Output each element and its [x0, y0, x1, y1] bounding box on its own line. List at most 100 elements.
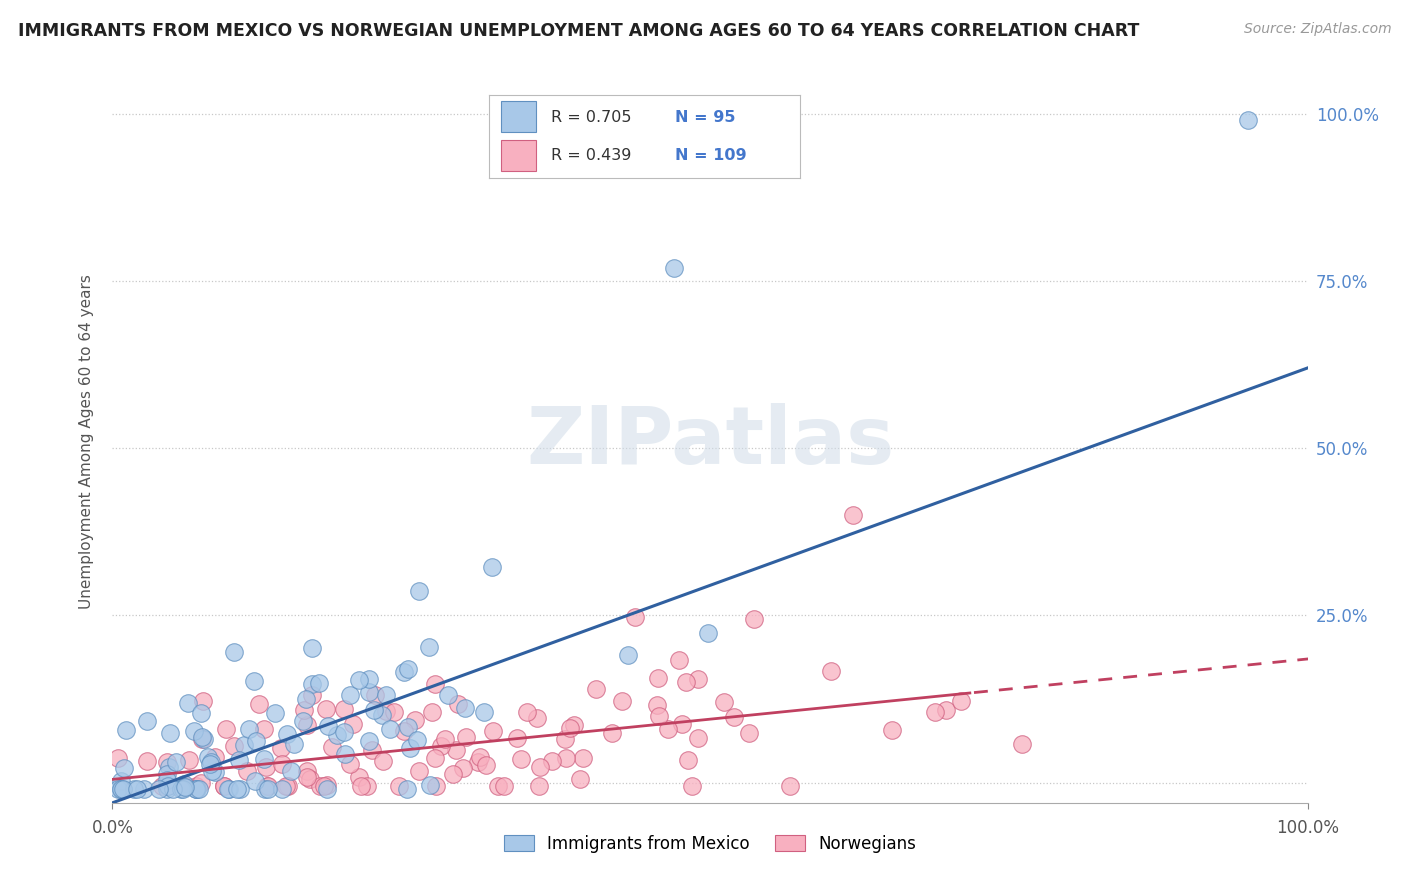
Point	[339, 757, 361, 772]
Point	[451, 761, 474, 775]
Point	[572, 751, 595, 765]
Point	[301, 677, 323, 691]
Point	[742, 612, 765, 626]
Point	[314, 779, 336, 793]
Point	[935, 703, 957, 717]
Point	[333, 724, 356, 739]
Point	[276, 779, 298, 793]
Point	[247, 697, 270, 711]
Point	[276, 727, 298, 741]
Point	[132, 782, 155, 797]
Point	[406, 732, 429, 747]
Point	[197, 750, 219, 764]
Point	[156, 782, 179, 797]
Point	[554, 732, 576, 747]
Point	[333, 701, 356, 715]
Point	[645, 698, 668, 713]
Point	[558, 721, 581, 735]
Point	[165, 755, 187, 769]
Point	[298, 772, 321, 786]
Point	[200, 756, 222, 771]
Point	[200, 755, 222, 769]
Point	[186, 782, 208, 797]
Point	[541, 754, 564, 768]
Point	[291, 714, 314, 728]
Point	[229, 782, 252, 797]
Point	[236, 764, 259, 779]
Point	[254, 760, 277, 774]
Point	[335, 747, 357, 761]
Point	[657, 722, 679, 736]
Point	[253, 782, 276, 797]
Text: IMMIGRANTS FROM MEXICO VS NORWEGIAN UNEMPLOYMENT AMONG AGES 60 TO 64 YEARS CORRE: IMMIGRANTS FROM MEXICO VS NORWEGIAN UNEM…	[18, 22, 1140, 40]
Point	[215, 722, 238, 736]
Point	[253, 752, 276, 766]
Point	[177, 753, 200, 767]
Point	[713, 695, 735, 709]
Point	[270, 757, 292, 772]
Point	[112, 782, 135, 797]
Point	[232, 738, 254, 752]
Point	[419, 778, 441, 792]
Point	[107, 751, 129, 765]
Point	[187, 782, 209, 797]
Point	[295, 691, 318, 706]
Point	[257, 782, 280, 797]
Point	[676, 753, 699, 767]
Point	[647, 671, 669, 685]
Point	[238, 723, 260, 737]
Point	[610, 694, 633, 708]
Point	[554, 751, 576, 765]
Point	[184, 782, 207, 797]
Point	[388, 779, 411, 793]
Point	[212, 779, 235, 793]
Point	[301, 640, 323, 655]
Point	[422, 705, 444, 719]
Point	[214, 779, 236, 793]
Point	[257, 779, 280, 793]
Point	[308, 675, 330, 690]
Point	[516, 705, 538, 719]
Point	[600, 726, 623, 740]
Legend: Immigrants from Mexico, Norwegians: Immigrants from Mexico, Norwegians	[498, 828, 922, 860]
Point	[157, 760, 180, 774]
Point	[218, 782, 240, 797]
Point	[156, 779, 179, 793]
Point	[347, 770, 370, 784]
Point	[696, 626, 718, 640]
Point	[156, 755, 179, 769]
Point	[562, 718, 585, 732]
Point	[295, 718, 318, 732]
Point	[350, 779, 373, 793]
Point	[623, 610, 645, 624]
Point	[125, 782, 148, 797]
Point	[648, 709, 671, 723]
Point	[404, 713, 426, 727]
Point	[245, 774, 267, 789]
Point	[506, 731, 529, 745]
Point	[316, 719, 339, 733]
Point	[243, 673, 266, 688]
Point	[375, 704, 398, 718]
Point	[820, 664, 842, 678]
Point	[423, 677, 446, 691]
Text: ZIPatlas: ZIPatlas	[526, 402, 894, 481]
Point	[349, 673, 371, 688]
Point	[357, 685, 380, 699]
Point	[441, 767, 464, 781]
Point	[110, 782, 132, 797]
Point	[190, 706, 212, 720]
Point	[470, 750, 492, 764]
Point	[193, 694, 215, 708]
Point	[675, 674, 697, 689]
Point	[492, 779, 515, 793]
Point	[418, 640, 440, 654]
Point	[399, 741, 422, 756]
Y-axis label: Unemployment Among Ages 60 to 64 years: Unemployment Among Ages 60 to 64 years	[79, 274, 94, 609]
Point	[256, 779, 278, 793]
Point	[408, 764, 430, 779]
Point	[342, 717, 364, 731]
Point	[842, 508, 865, 523]
Point	[295, 770, 318, 784]
Point	[191, 732, 214, 747]
